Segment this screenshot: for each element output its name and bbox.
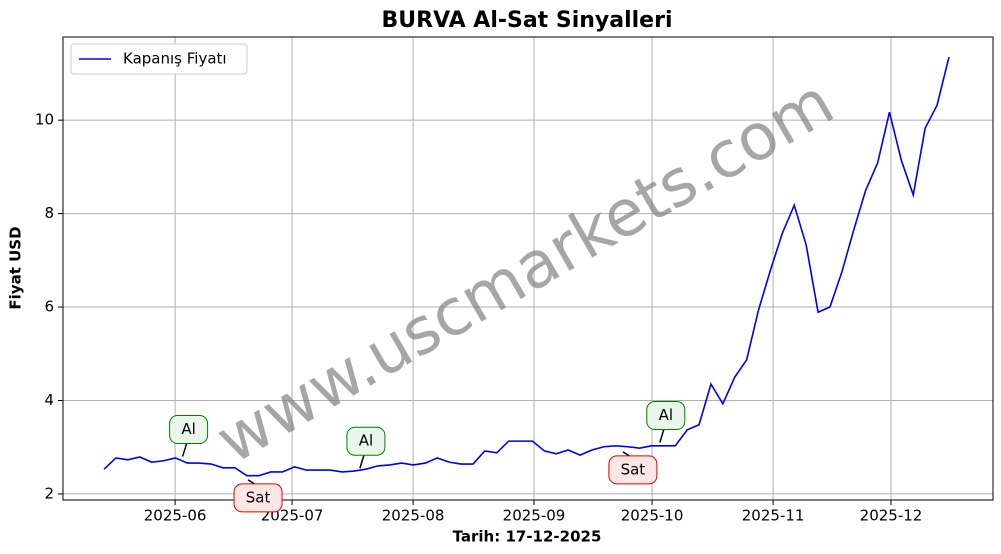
y-tick-label: 2 — [44, 484, 54, 502]
watermark: www.uscmarkets.com — [205, 65, 847, 478]
y-tick-label: 8 — [44, 204, 54, 222]
y-tick-label: 6 — [44, 298, 54, 316]
x-tick-label: 2025-09 — [503, 507, 566, 525]
x-tick-label: 2025-11 — [742, 507, 805, 525]
annotation-arrow — [659, 429, 665, 443]
chart-title: BURVA Al-Sat Sinyalleri — [382, 8, 673, 33]
annotation-box — [346, 426, 386, 456]
annotation-box — [169, 415, 209, 445]
annotation-box — [233, 483, 283, 513]
annotation-box — [608, 455, 658, 485]
legend-label: Kapanış Fiyatı — [123, 50, 227, 68]
annotation-arrow — [181, 443, 188, 457]
x-tick-label: 2025-10 — [621, 507, 684, 525]
x-tick-label: 2025-08 — [382, 507, 445, 525]
x-axis-label: Tarih: 17-12-2025 — [453, 528, 602, 546]
annotation-label: Al — [359, 432, 373, 450]
line-series — [103, 56, 950, 477]
annotation-arrow — [359, 455, 365, 469]
annotation-label: Sat — [621, 460, 646, 478]
y-tick-label: 4 — [44, 391, 54, 409]
y-axis-label: Fiyat USD — [7, 226, 25, 309]
annotation-label: Al — [181, 420, 195, 438]
x-tick-label: 2025-12 — [860, 507, 923, 525]
y-tick-label: 10 — [35, 111, 54, 129]
x-tick-label: 2025-06 — [144, 507, 207, 525]
annotation-label: Sat — [246, 488, 271, 506]
legend-box — [70, 43, 248, 75]
annotation-label: Al — [659, 406, 673, 424]
plot-frame — [62, 36, 994, 501]
annotation-box — [646, 401, 686, 431]
